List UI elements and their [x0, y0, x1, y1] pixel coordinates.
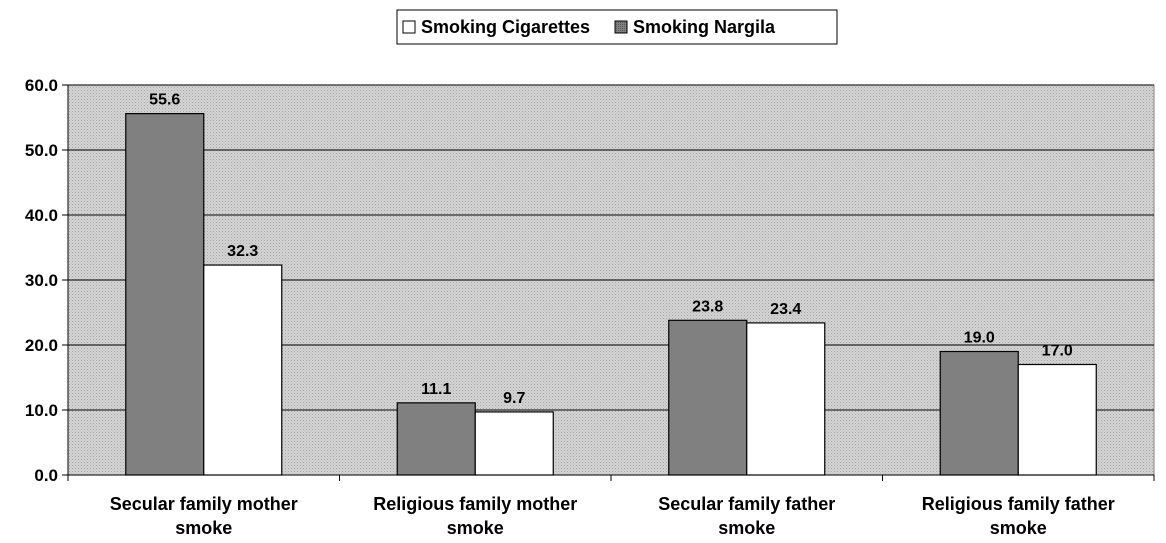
y-tick-label: 50.0: [25, 141, 58, 160]
bar-smoking-nargila: [125, 112, 205, 476]
x-tick-label: Religious family father: [922, 494, 1115, 514]
data-label: 23.4: [770, 301, 801, 318]
x-tick-label: Secular family father: [658, 494, 835, 514]
x-tick-label: Secular family mother: [110, 494, 298, 514]
bar-smoking-cigarettes: [474, 411, 554, 476]
x-tick-label: Religious family mother: [373, 494, 577, 514]
bar-smoking-nargila: [396, 402, 476, 476]
legend-swatch: [614, 20, 628, 34]
data-label: 55.6: [149, 92, 180, 109]
x-tick-label: smoke: [447, 518, 504, 538]
bars: [125, 112, 1097, 476]
legend-label: Smoking Cigarettes: [421, 17, 590, 37]
bar-smoking-cigarettes: [1017, 363, 1097, 476]
data-label: 23.8: [692, 298, 723, 315]
legend: Smoking Cigarettes Smoking Nargila: [396, 9, 838, 45]
y-tick-label: 30.0: [25, 271, 58, 290]
x-tick-label: smoke: [990, 518, 1047, 538]
legend-swatch: [402, 20, 416, 34]
data-label: 17.0: [1042, 343, 1073, 360]
legend-label: Smoking Nargila: [633, 17, 776, 37]
data-label: 32.3: [227, 243, 258, 260]
data-labels: 55.6 32.3 11.1 9.7 23.8 23.4 19.0 17.0: [149, 92, 1073, 407]
bar-smoking-nargila: [668, 319, 748, 476]
y-tick-label: 10.0: [25, 401, 58, 420]
x-axis-tick-labels: Secular family mother smoke Religious fami…: [110, 494, 1115, 538]
axes: [62, 84, 1155, 481]
bar-smoking-cigarettes: [203, 264, 283, 476]
data-label: 11.1: [421, 381, 451, 398]
x-tick-label: smoke: [175, 518, 232, 538]
y-tick-label: 40.0: [25, 206, 58, 225]
y-axis-tick-labels: 0.0 10.0 20.0 30.0 40.0 50.0 60.0: [25, 76, 58, 485]
y-tick-label: 20.0: [25, 336, 58, 355]
data-label: 9.7: [503, 390, 525, 407]
bar-smoking-nargila: [939, 350, 1019, 476]
data-label: 19.0: [964, 330, 995, 347]
y-tick-label: 60.0: [25, 76, 58, 95]
bar-smoking-cigarettes: [746, 322, 826, 476]
x-tick-label: smoke: [718, 518, 775, 538]
y-tick-label: 0.0: [34, 466, 58, 485]
